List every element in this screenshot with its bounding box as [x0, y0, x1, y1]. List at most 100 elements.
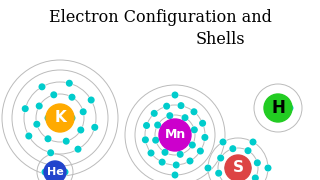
Circle shape — [63, 138, 69, 144]
Circle shape — [202, 135, 208, 140]
Circle shape — [92, 124, 98, 130]
Circle shape — [162, 132, 168, 138]
Circle shape — [80, 109, 86, 115]
Circle shape — [78, 127, 84, 133]
Circle shape — [164, 103, 170, 109]
Circle shape — [287, 105, 293, 111]
Circle shape — [155, 122, 161, 128]
Circle shape — [159, 159, 165, 165]
Circle shape — [202, 134, 208, 141]
Circle shape — [51, 92, 57, 98]
Circle shape — [187, 158, 193, 164]
Text: S: S — [233, 161, 244, 176]
Circle shape — [265, 165, 271, 171]
Circle shape — [189, 142, 195, 148]
Circle shape — [191, 127, 197, 133]
Circle shape — [172, 172, 178, 178]
Circle shape — [173, 162, 179, 168]
Circle shape — [162, 150, 168, 155]
Circle shape — [172, 172, 178, 178]
Circle shape — [172, 92, 178, 98]
Circle shape — [66, 80, 73, 86]
Circle shape — [177, 152, 183, 157]
Circle shape — [155, 122, 160, 128]
Circle shape — [148, 150, 154, 156]
Circle shape — [69, 94, 75, 100]
Circle shape — [75, 146, 81, 152]
Circle shape — [254, 160, 260, 166]
Circle shape — [173, 162, 180, 168]
Text: Shells: Shells — [195, 31, 245, 48]
Circle shape — [51, 92, 57, 98]
Circle shape — [151, 111, 157, 116]
Circle shape — [63, 138, 69, 144]
Circle shape — [189, 142, 196, 148]
Circle shape — [46, 104, 74, 132]
Circle shape — [167, 112, 173, 119]
Circle shape — [220, 139, 226, 145]
Circle shape — [162, 132, 168, 138]
Circle shape — [182, 132, 188, 138]
Circle shape — [22, 105, 28, 112]
Circle shape — [143, 137, 148, 143]
Circle shape — [197, 148, 204, 154]
Text: H: H — [271, 99, 285, 117]
Circle shape — [88, 97, 94, 103]
Circle shape — [230, 145, 236, 152]
Circle shape — [75, 146, 81, 152]
Circle shape — [172, 92, 178, 98]
Circle shape — [264, 94, 292, 122]
Circle shape — [250, 139, 256, 145]
Circle shape — [26, 133, 32, 139]
Circle shape — [48, 150, 53, 156]
Text: K: K — [54, 111, 66, 125]
Circle shape — [153, 137, 159, 143]
Text: Electron Configuration and: Electron Configuration and — [49, 10, 271, 26]
Circle shape — [143, 122, 150, 129]
Circle shape — [144, 123, 149, 128]
Circle shape — [216, 170, 221, 176]
Circle shape — [218, 155, 224, 161]
Circle shape — [215, 170, 222, 176]
Circle shape — [36, 103, 42, 109]
Circle shape — [80, 109, 86, 115]
Circle shape — [162, 149, 168, 156]
Circle shape — [225, 165, 231, 171]
Text: Mn: Mn — [164, 129, 186, 141]
Circle shape — [45, 115, 51, 121]
Circle shape — [230, 146, 236, 152]
Circle shape — [159, 119, 191, 151]
Circle shape — [182, 115, 188, 120]
Circle shape — [197, 148, 203, 154]
Circle shape — [178, 102, 184, 109]
Circle shape — [187, 158, 193, 164]
Circle shape — [245, 165, 251, 171]
Circle shape — [287, 105, 293, 111]
Circle shape — [88, 97, 94, 103]
Circle shape — [57, 163, 63, 169]
Circle shape — [34, 122, 40, 127]
Circle shape — [177, 151, 183, 158]
Circle shape — [26, 133, 32, 139]
Circle shape — [67, 80, 72, 86]
Circle shape — [265, 165, 271, 171]
Circle shape — [200, 120, 205, 126]
Circle shape — [42, 169, 48, 175]
Circle shape — [205, 165, 211, 171]
Circle shape — [42, 169, 48, 175]
Circle shape — [252, 175, 259, 180]
Circle shape — [34, 121, 40, 127]
Circle shape — [36, 103, 43, 109]
Circle shape — [151, 110, 157, 117]
Text: He: He — [47, 167, 63, 177]
Circle shape — [45, 115, 51, 121]
Circle shape — [182, 132, 188, 138]
Circle shape — [44, 161, 66, 180]
Circle shape — [22, 106, 28, 111]
Circle shape — [92, 125, 98, 130]
Circle shape — [191, 127, 197, 133]
Circle shape — [205, 165, 211, 171]
Circle shape — [69, 115, 75, 121]
Circle shape — [245, 147, 251, 154]
Circle shape — [252, 175, 258, 180]
